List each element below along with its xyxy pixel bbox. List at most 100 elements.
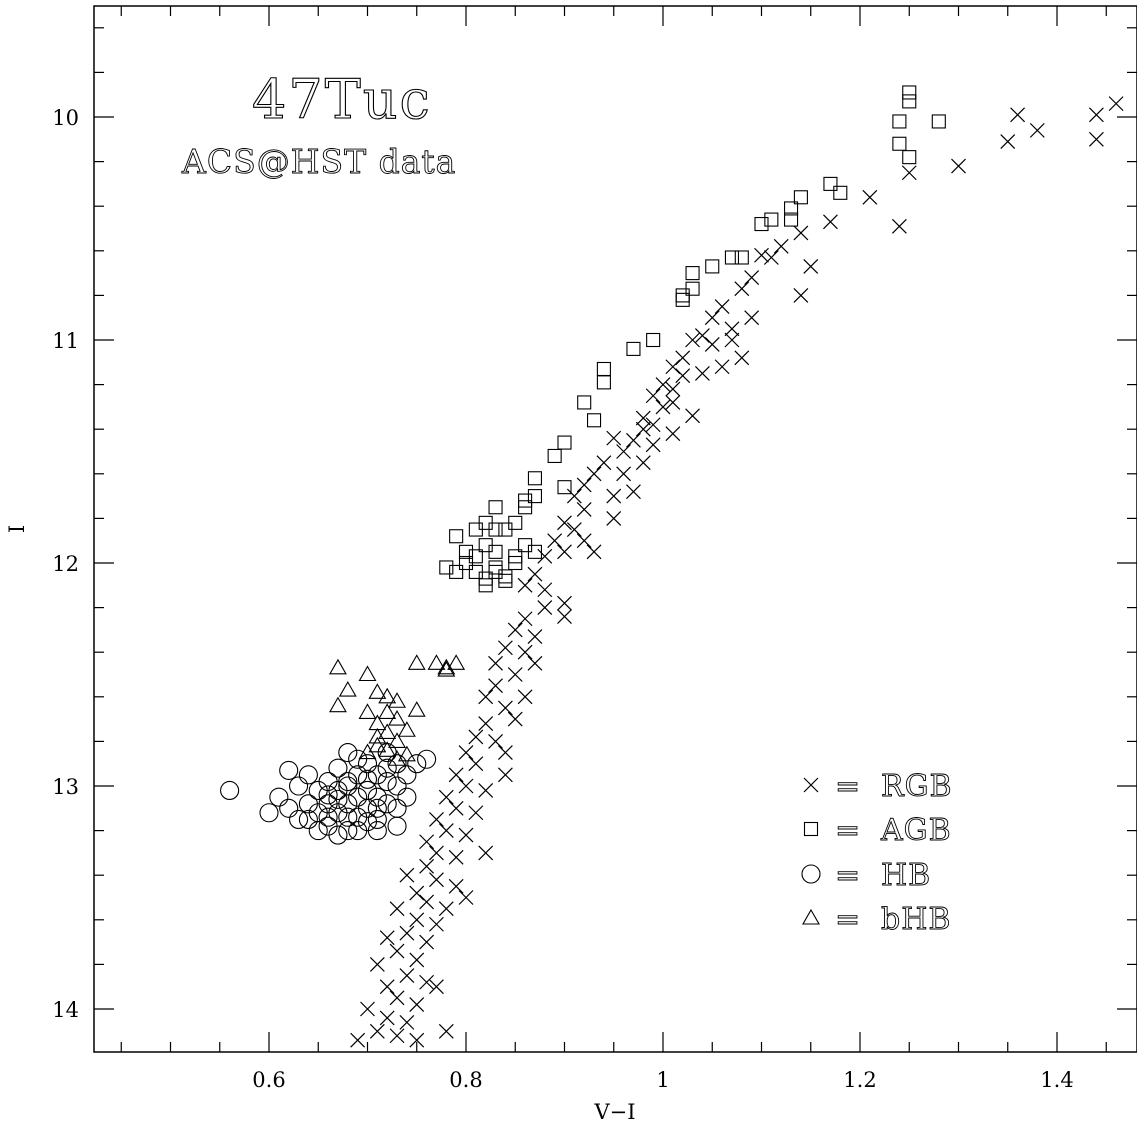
agb-point (458, 544, 474, 559)
bhb-point (358, 665, 377, 682)
rgb-point (478, 689, 494, 705)
rgb-point (448, 849, 464, 865)
rgb-point (497, 700, 513, 716)
agb-point (488, 544, 503, 559)
legend-square-icon (803, 821, 819, 837)
rgb-point (1108, 96, 1124, 112)
rgb-point (724, 332, 740, 348)
rgb-point (1088, 131, 1104, 147)
bhb-point (378, 703, 397, 719)
rgb-point (734, 281, 750, 297)
rgb-point (399, 925, 415, 941)
hb-point (377, 771, 397, 792)
rgb-point (507, 622, 523, 638)
agb-point (458, 555, 474, 571)
hb-point (318, 807, 338, 827)
bhb-point (397, 745, 416, 762)
rgb-point (547, 533, 563, 549)
hb-point (377, 794, 397, 814)
rgb-point (419, 858, 435, 874)
rgb-point (606, 430, 622, 446)
hb-point (357, 812, 378, 832)
agb-point (626, 341, 641, 356)
hb-point (387, 816, 407, 836)
rgb-point (409, 952, 425, 968)
bhb-point (378, 741, 397, 757)
rgb-point (389, 1028, 405, 1044)
rgb-point (438, 789, 454, 805)
bhb-point (378, 723, 397, 740)
y-tick-label: 14 (52, 998, 79, 1022)
rgb-point (576, 533, 592, 549)
rgb-point (635, 455, 651, 471)
agb-point (685, 266, 700, 281)
legend-label-bhb: bHB (881, 902, 951, 937)
rgb-point (429, 812, 444, 827)
rgb-point (685, 408, 700, 424)
rgb-point (665, 381, 681, 397)
rgb-point (389, 901, 405, 917)
legend-label-rgb: RGB (881, 769, 953, 804)
x-tick-label: 0.6 (252, 1068, 285, 1092)
agb-point (902, 85, 917, 100)
rgb-point (951, 158, 966, 174)
bhb-point (358, 703, 377, 719)
rgb-point (537, 548, 553, 564)
rgb-point (419, 894, 435, 910)
legend-circle-icon (801, 864, 821, 884)
rgb-point (891, 218, 907, 234)
agb-point (724, 250, 740, 265)
plot-frame (93, 5, 1137, 1053)
hb-point (338, 776, 358, 796)
agb-point (902, 150, 917, 165)
bhb-point (407, 654, 426, 670)
rgb-point (429, 979, 444, 995)
rgb-point (478, 845, 494, 861)
hb-point (269, 787, 289, 807)
rgb-point (448, 767, 464, 783)
rgb-point (507, 667, 523, 682)
hb-point (308, 803, 328, 823)
agb-point (439, 560, 454, 575)
bhb-point (368, 736, 387, 753)
rgb-point (379, 930, 395, 946)
rgb-point (557, 544, 572, 560)
hb-point (318, 785, 338, 805)
hb-point (367, 821, 387, 841)
y-tick-label: 10 (52, 106, 79, 130)
rgb-point (645, 388, 661, 404)
rgb-point (419, 834, 435, 850)
agb-point (754, 216, 769, 232)
rgb-point (517, 577, 533, 593)
rgb-point (606, 488, 622, 504)
bhb-point (437, 658, 456, 675)
bhb-point (338, 681, 357, 697)
x-axis-label: V−I (593, 1100, 635, 1124)
rgb-point (438, 1023, 454, 1039)
rgb-point (429, 916, 444, 932)
hb-point (357, 769, 378, 789)
axis-tick-labels: 0.6 0.8 1 1.2 1.4 10 11 12 13 14 (52, 106, 1073, 1092)
rgb-point (497, 640, 513, 656)
bhb-point (368, 714, 387, 731)
bhb-point (397, 721, 416, 737)
rgb-point (665, 426, 681, 442)
bhb-point (407, 701, 426, 717)
rgb-point (626, 432, 641, 448)
rgb-point (379, 1010, 395, 1026)
bhb-point (447, 654, 466, 670)
y-tick-label: 12 (52, 552, 79, 576)
agb-point (931, 114, 946, 129)
rgb-point (497, 767, 513, 783)
rgb-point (665, 359, 681, 375)
hb-point (288, 776, 309, 796)
chart-subtitle: ACS@HST data (181, 142, 456, 181)
agb-point (764, 212, 779, 227)
agb-point (783, 212, 799, 227)
rgb-point (616, 444, 632, 459)
hb-point (367, 765, 387, 785)
agb-point (823, 176, 838, 191)
rgb-point (527, 655, 543, 671)
hb-point (348, 765, 368, 785)
rgb-point (527, 566, 543, 582)
